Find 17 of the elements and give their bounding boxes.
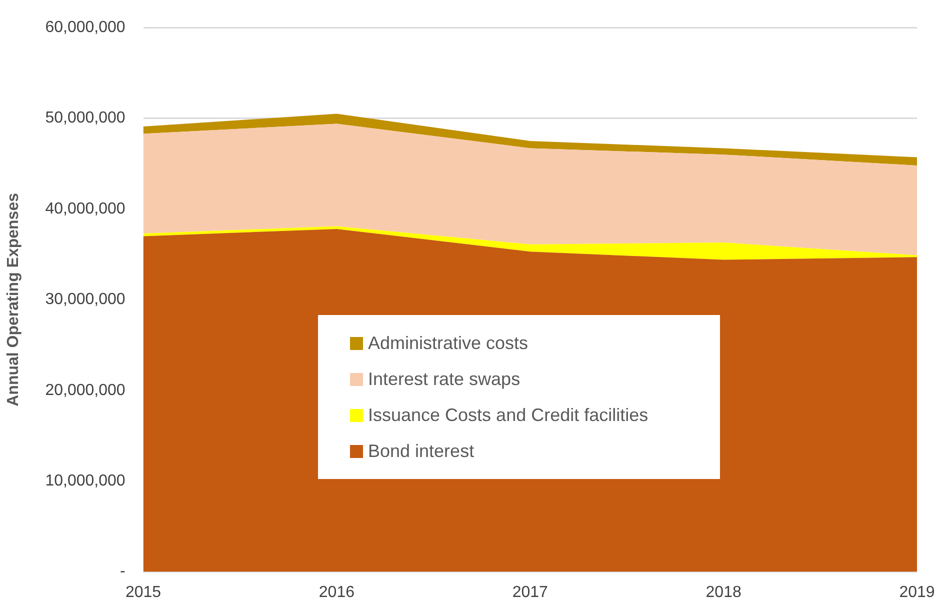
y-tick-label: 30,000,000 bbox=[45, 291, 126, 308]
y-tick-label: 10,000,000 bbox=[45, 472, 126, 490]
x-tick-label: 2016 bbox=[318, 584, 355, 601]
y-tick-label: 40,000,000 bbox=[45, 200, 126, 218]
y-tick-label: 60,000,000 bbox=[45, 19, 126, 36]
y-tick-label: - bbox=[120, 563, 126, 580]
y-tick-label: 20,000,000 bbox=[45, 382, 126, 399]
legend-label: Interest rate swaps bbox=[368, 368, 520, 390]
legend-label: Administrative costs bbox=[368, 332, 528, 354]
x-tick-label: 2017 bbox=[512, 584, 548, 601]
x-tick-label: 2015 bbox=[125, 584, 162, 601]
y-axis-title: Annual Operating Expenses bbox=[5, 192, 22, 406]
legend-label: Issuance Costs and Credit facilities bbox=[368, 404, 648, 426]
x-tick-label: 2018 bbox=[706, 584, 742, 601]
y-tick-label: 50,000,000 bbox=[45, 110, 126, 127]
legend-label: Bond interest bbox=[368, 440, 474, 462]
x-tick-label: 2019 bbox=[899, 584, 935, 601]
